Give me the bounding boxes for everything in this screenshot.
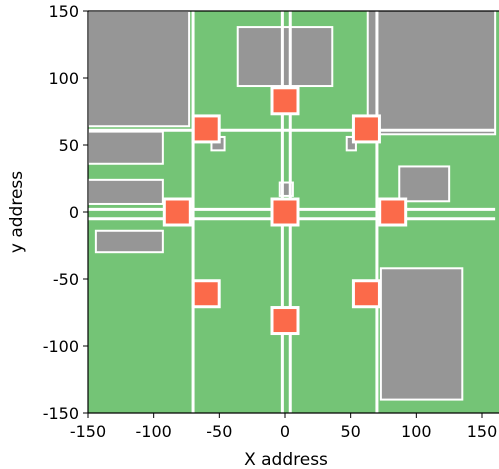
x-tick-label: -100 [136,422,172,441]
x-tick-label: 150 [467,422,498,441]
map-block [366,11,497,136]
x-tick-label: -150 [70,422,106,441]
map-block [88,11,191,128]
data-point [270,86,300,116]
data-point [270,306,300,336]
y-tick-label: -50 [53,270,79,289]
data-point [191,114,221,144]
map-block [345,135,357,152]
x-tick-label: 0 [280,422,290,441]
axes: -150 -100 -50 0 50 100 150 -150 -100 -50 0 50 100 150 [43,2,499,441]
y-axis-label: y address [7,171,27,253]
map-regions [88,11,497,413]
data-point [162,197,192,227]
y-tick-label: -150 [43,404,79,423]
map-block [236,26,334,88]
data-point [191,279,221,309]
y-tick-label: 0 [69,203,79,222]
x-axis-label: X address [244,450,328,469]
map-block [88,178,164,205]
map-block [88,130,164,165]
y-tick-label: 50 [59,136,79,155]
y-tick-label: -100 [43,337,79,356]
map-block [94,229,164,254]
x-tick-label: -50 [206,422,232,441]
data-markers [162,86,408,336]
y-tick-label: 150 [48,2,79,21]
x-tick-label: 50 [340,422,360,441]
data-point [351,279,381,309]
plot-area [88,11,499,413]
y-tick-label: 100 [48,69,79,88]
data-point [351,114,381,144]
map-block [398,165,451,203]
data-point [378,197,408,227]
map-block [379,267,464,401]
x-tick-label: 100 [401,422,432,441]
data-point [270,197,300,227]
